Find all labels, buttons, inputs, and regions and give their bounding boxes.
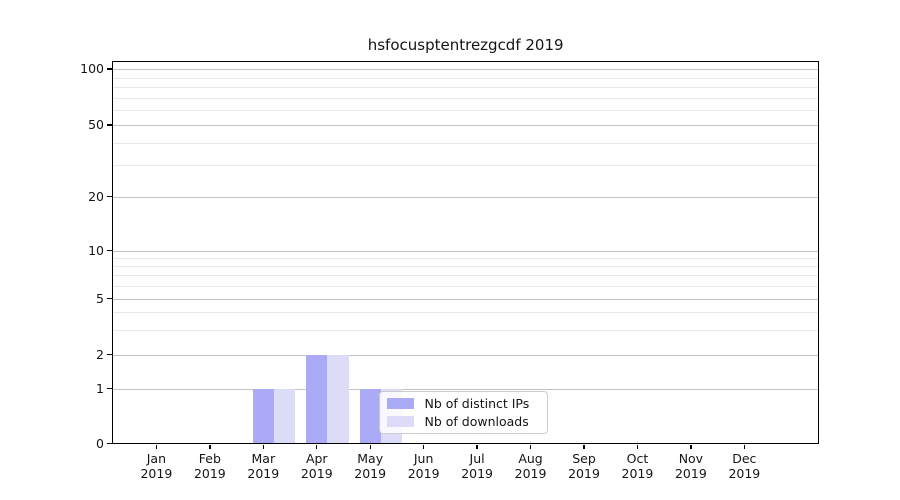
legend-label-distinct-ips: Nb of distinct IPs: [424, 396, 530, 411]
minor-gridline: [113, 258, 819, 259]
x-tick-label-mar: Mar 2019: [231, 451, 295, 483]
y-tick-label-2: 2: [96, 346, 104, 362]
minor-gridline: [113, 266, 819, 268]
minor-gridline: [113, 97, 819, 99]
y-tick-mark: [106, 388, 112, 390]
x-tick-year: 2019: [461, 466, 493, 481]
major-gridline-2: [113, 354, 819, 356]
legend-swatch-distinct-ips: [386, 398, 414, 409]
minor-gridline: [113, 312, 819, 314]
x-tick-month: Nov: [678, 450, 704, 466]
x-tick-year: 2019: [568, 466, 600, 481]
x-tick-mark: [316, 444, 318, 450]
legend-item-downloads: Nb of downloads: [386, 414, 539, 429]
legend-item-distinct-ips: Nb of distinct IPs: [386, 396, 539, 411]
minor-gridline: [113, 110, 819, 112]
x-tick-month: Aug: [518, 450, 543, 466]
y-tick-label-5: 5: [96, 290, 104, 306]
x-tick-label-apr: Apr 2019: [285, 451, 349, 483]
axes-frame: [111, 60, 819, 445]
y-tick-label-1: 1: [96, 380, 104, 396]
x-tick-mark: [636, 444, 639, 450]
x-tick-label-jan: Jan 2019: [124, 451, 188, 483]
x-tick-mark: [583, 444, 585, 450]
legend-label-downloads: Nb of downloads: [424, 414, 529, 429]
y-tick-mark: [106, 298, 112, 300]
major-gridline-20: [113, 196, 819, 198]
x-tick-month: Sep: [572, 450, 596, 466]
x-tick-label-may: May 2019: [338, 451, 402, 483]
y-tick-label-10: 10: [88, 242, 104, 258]
x-tick-year: 2019: [140, 466, 173, 481]
x-tick-year: 2019: [407, 466, 440, 481]
y-tick-label-20: 20: [88, 188, 104, 204]
y-tick-mark: [106, 250, 112, 252]
x-tick-year: 2019: [514, 466, 547, 481]
minor-gridline: [113, 286, 819, 288]
legend: Nb of distinct IPs Nb of downloads: [378, 391, 548, 434]
x-tick-mark: [155, 444, 158, 450]
major-gridline-50: [113, 125, 819, 126]
minor-gridline: [113, 165, 819, 166]
x-tick-mark: [743, 444, 746, 450]
y-tick-mark: [106, 442, 112, 445]
minor-gridline: [113, 275, 819, 277]
bar-may-distinct-ips: [359, 388, 381, 444]
y-tick-mark: [106, 124, 112, 126]
bar-mar-downloads: [274, 388, 296, 444]
chart-title: hsfocusptentrezgcdf 2019: [367, 36, 564, 54]
x-tick-mark: [369, 444, 371, 450]
x-tick-month: Mar: [251, 450, 276, 466]
x-tick-month: Apr: [305, 450, 328, 466]
x-tick-label-oct: Oct 2019: [605, 451, 669, 483]
y-tick-label-100: 100: [80, 61, 104, 76]
x-tick-month: Dec: [732, 450, 757, 466]
y-tick-mark: [106, 354, 112, 356]
x-tick-month: May: [357, 450, 384, 466]
major-gridline-1: [113, 388, 819, 390]
x-tick-mark: [209, 444, 211, 450]
y-tick-label-50: 50: [88, 117, 104, 132]
x-tick-month: Jul: [469, 450, 485, 466]
x-tick-month: Jun: [413, 450, 434, 466]
bar-apr-downloads: [327, 354, 349, 444]
x-tick-month: Oct: [626, 450, 649, 466]
minor-gridline: [113, 77, 819, 79]
major-gridline-10: [113, 250, 819, 252]
x-tick-mark: [529, 444, 532, 450]
x-tick-label-nov: Nov 2019: [659, 451, 723, 483]
x-tick-label-feb: Feb 2019: [178, 451, 242, 483]
x-tick-label-dec: Dec 2019: [712, 451, 776, 483]
x-tick-mark: [476, 444, 478, 450]
bar-mar-distinct-ips: [252, 388, 274, 444]
x-tick-label-jul: Jul 2019: [445, 451, 509, 483]
x-tick-year: 2019: [728, 466, 761, 481]
x-tick-year: 2019: [247, 466, 280, 481]
x-tick-year: 2019: [193, 466, 226, 481]
legend-swatch-downloads: [386, 416, 414, 427]
x-tick-year: 2019: [354, 466, 387, 481]
y-tick-mark: [106, 68, 112, 70]
x-tick-mark: [422, 444, 425, 450]
plot-area: Nb of distinct IPs Nb of downloads: [111, 60, 819, 445]
major-gridline-100: [113, 69, 819, 70]
x-tick-year: 2019: [674, 466, 707, 481]
bar-apr-distinct-ips: [306, 354, 328, 444]
y-tick-mark: [106, 196, 112, 198]
x-tick-month: Jan: [146, 450, 167, 466]
minor-gridline: [113, 329, 819, 331]
minor-gridline: [113, 87, 819, 88]
minor-gridline: [113, 142, 819, 144]
x-tick-mark: [262, 444, 264, 450]
y-tick-label-0: 0: [96, 435, 104, 451]
x-tick-label-jun: Jun 2019: [392, 451, 456, 483]
x-tick-year: 2019: [300, 466, 333, 481]
x-tick-label-aug: Aug 2019: [499, 451, 563, 483]
x-tick-label-sep: Sep 2019: [552, 451, 616, 483]
x-tick-mark: [690, 444, 692, 450]
x-tick-year: 2019: [621, 466, 654, 481]
x-tick-month: Feb: [198, 450, 221, 466]
major-gridline-5: [113, 298, 819, 300]
